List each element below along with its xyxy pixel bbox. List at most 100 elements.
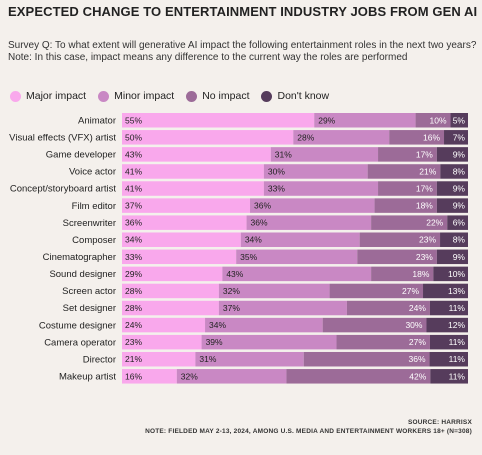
data-label: 36% <box>251 218 268 228</box>
chart-note: NOTE: FIELDED MAY 2-13, 2024, AMONG U.S.… <box>145 428 472 435</box>
bar-segment <box>429 334 468 350</box>
data-label: 31% <box>199 354 216 364</box>
data-label: 11% <box>449 337 466 347</box>
data-label: 31% <box>275 149 292 159</box>
category-label: Makeup artist <box>59 372 116 383</box>
bar-segment <box>122 249 237 265</box>
data-label: 50% <box>125 132 142 142</box>
bar-segment <box>270 147 379 162</box>
bar-segment <box>389 130 445 145</box>
bar-segment <box>263 181 379 196</box>
data-label: 33% <box>125 252 142 262</box>
data-label: 11% <box>449 371 466 381</box>
bar-segment <box>378 181 437 196</box>
data-label: 12% <box>448 320 465 330</box>
bar-segment <box>450 113 468 128</box>
data-label: 30% <box>405 320 422 330</box>
bar-segment <box>246 215 372 230</box>
bar-segment <box>423 283 468 299</box>
bar-segment <box>433 266 468 282</box>
legend-swatch <box>10 90 21 102</box>
bar-segment <box>429 351 468 367</box>
data-label: 9% <box>453 149 466 159</box>
bar-segment <box>357 249 437 265</box>
data-label: 18% <box>412 269 429 279</box>
data-label: 17% <box>416 184 433 194</box>
bar-segment <box>122 351 196 367</box>
bar-segment <box>222 266 372 282</box>
bar-segment <box>444 130 468 145</box>
data-label: 23% <box>419 235 436 245</box>
category-label: Screenwriter <box>63 218 116 229</box>
data-label: 10% <box>448 269 465 279</box>
data-label: 34% <box>125 235 142 245</box>
bar-segment <box>122 232 241 247</box>
bar-segment <box>122 266 223 282</box>
bar-segment <box>336 334 430 350</box>
legend-swatch <box>186 90 198 102</box>
bar-segment <box>236 249 358 265</box>
category-label: Visual effects (VFX) artist <box>9 133 116 144</box>
data-label: 42% <box>409 371 426 381</box>
bar-segment <box>322 317 427 333</box>
bar-segment <box>378 147 437 162</box>
data-label: 8% <box>453 166 466 176</box>
chart-legend: Major impact Minor impact No impact Don't k… <box>10 89 341 103</box>
bar-segment <box>359 232 441 247</box>
data-label: 11% <box>449 354 466 364</box>
data-label: 13% <box>448 286 465 296</box>
data-label: 34% <box>209 320 226 330</box>
data-label: 16% <box>125 371 142 381</box>
data-label: 9% <box>453 184 466 194</box>
bar-segment <box>122 130 294 145</box>
data-label: 27% <box>409 337 426 347</box>
bar-segment <box>346 300 430 316</box>
data-label: 29% <box>125 269 142 279</box>
bar-segment <box>303 351 430 367</box>
bar-segment <box>263 164 368 179</box>
bar-segment <box>122 317 206 333</box>
bar-segment <box>374 198 437 213</box>
bar-segment <box>436 249 468 265</box>
data-label: 21% <box>419 166 436 176</box>
bar-segment <box>122 283 219 299</box>
data-label: 33% <box>268 184 285 194</box>
data-label: 10% <box>430 115 447 125</box>
bar-segment <box>371 266 434 282</box>
category-label: Screen actor <box>62 286 116 297</box>
data-label: 43% <box>226 269 243 279</box>
data-label: 16% <box>423 132 440 142</box>
data-label: 22% <box>426 218 443 228</box>
data-label: 43% <box>125 149 142 159</box>
category-label: Camera operator <box>44 337 116 348</box>
bar-segment <box>426 317 468 333</box>
category-label: Animator <box>78 115 116 126</box>
data-label: 39% <box>206 337 223 347</box>
legend-label: Minor impact <box>114 90 175 102</box>
bar-segment <box>250 198 375 213</box>
data-label: 24% <box>409 303 426 313</box>
category-label: Sound designer <box>49 269 116 280</box>
bar-segment <box>195 351 304 367</box>
data-label: 37% <box>125 201 142 211</box>
data-label: 23% <box>416 252 433 262</box>
data-label: 36% <box>254 201 271 211</box>
data-label: 7% <box>453 132 466 142</box>
bar-segment <box>122 147 271 162</box>
category-label: Cinematographer <box>43 252 116 263</box>
chart-title: EXPECTED CHANGE TO ENTERTAINMENT INDUSTR… <box>8 4 478 19</box>
category-label: Composer <box>72 235 116 246</box>
chart-subtitle: Survey Q: To what extent will generative… <box>8 40 477 63</box>
bar-segment <box>415 113 451 128</box>
category-label: Costume designer <box>39 320 116 331</box>
category-label: Director <box>83 354 116 365</box>
data-label: 8% <box>453 235 466 245</box>
legend-item: No impact <box>186 90 249 102</box>
bar-segment <box>218 300 347 316</box>
data-label: 6% <box>453 218 466 228</box>
category-label: Set designer <box>63 303 116 314</box>
legend-item: Minor impact <box>98 90 174 102</box>
data-label: 41% <box>125 184 142 194</box>
data-label: 27% <box>402 286 419 296</box>
legend-item: Major impact <box>10 90 86 102</box>
